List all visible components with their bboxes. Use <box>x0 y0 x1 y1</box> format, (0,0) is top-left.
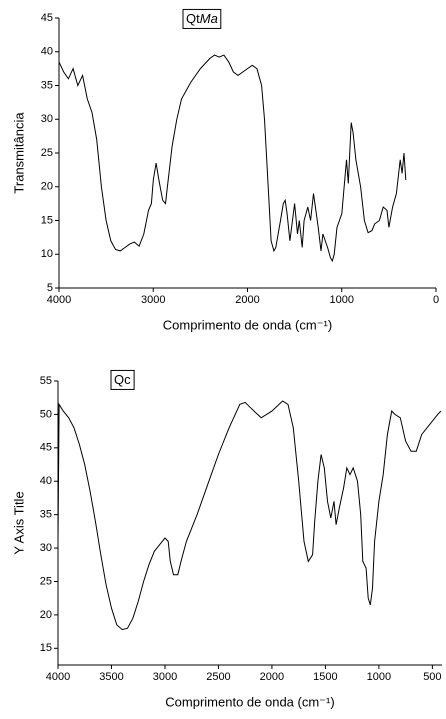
spectrum-line <box>57 400 442 631</box>
y-tick-label: 15 <box>41 214 53 226</box>
y-tick-label: 55 <box>40 375 52 387</box>
y-tick-label: 5 <box>47 282 53 294</box>
x-tick-label: 4000 <box>46 671 70 683</box>
x-axis-title: Comprimento de onda (cm⁻¹) <box>163 317 332 332</box>
x-tick-label: 0 <box>433 294 439 306</box>
y-tick-label: 30 <box>41 113 53 125</box>
x-tick-label: 4000 <box>47 294 71 306</box>
y-tick-label: 20 <box>40 609 52 621</box>
x-tick-label: 2500 <box>206 671 230 683</box>
x-tick-label: 2000 <box>235 294 259 306</box>
y-tick-label: 40 <box>41 46 53 58</box>
y-tick-label: 10 <box>41 248 53 260</box>
y-tick-label: 45 <box>40 442 52 454</box>
x-tick-label: 1000 <box>330 294 354 306</box>
x-tick-label: 3000 <box>141 294 165 306</box>
x-tick-label: 3000 <box>153 671 177 683</box>
annotation-part: Qt <box>186 11 200 26</box>
y-tick-label: 35 <box>41 79 53 91</box>
x-tick-label: 1500 <box>313 671 337 683</box>
annotation: Qc <box>114 372 131 387</box>
x-tick-label: 1000 <box>367 671 391 683</box>
annotation: QtMa <box>186 11 218 26</box>
x-tick-label: 2000 <box>260 671 284 683</box>
y-axis-title: Transmitância <box>11 112 26 194</box>
y-tick-label: 45 <box>41 12 53 24</box>
y-tick-label: 15 <box>40 642 52 654</box>
x-tick-label: 500 <box>423 671 441 683</box>
y-tick-label: 30 <box>40 542 52 554</box>
y-tick-label: 25 <box>41 147 53 159</box>
annotation-box <box>110 369 135 390</box>
spectrum-line <box>58 54 407 263</box>
y-tick-label: 20 <box>41 181 53 193</box>
annotation-box <box>182 8 222 29</box>
x-tick-label: 3500 <box>99 671 123 683</box>
annotation-part: Qc <box>114 372 131 387</box>
x-axis-title: Comprimento de onda (cm⁻¹) <box>165 694 334 709</box>
annotation-part: Ma <box>200 11 218 26</box>
y-tick-label: 25 <box>40 575 52 587</box>
y-tick-label: 40 <box>40 475 52 487</box>
y-tick-label: 50 <box>40 408 52 420</box>
y-axis-title: Y Axis Title <box>11 491 26 554</box>
y-tick-label: 35 <box>40 509 52 521</box>
